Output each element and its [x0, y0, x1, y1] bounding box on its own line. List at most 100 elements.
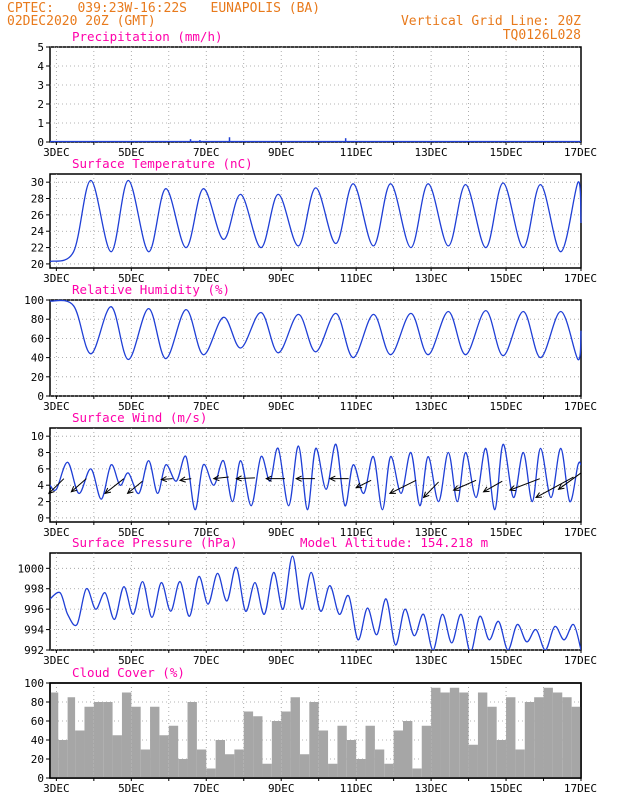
- y-tick-label: 994: [24, 624, 44, 637]
- x-tick-label: 5DEC: [118, 654, 145, 667]
- wind-arrow: [48, 478, 65, 494]
- y-tick-label: 40: [31, 352, 44, 365]
- x-tick-label: 7DEC: [193, 782, 220, 795]
- x-tick-label: 13DEC: [415, 782, 448, 795]
- y-tick-label: 60: [31, 715, 44, 728]
- cloud-bar: [562, 697, 572, 778]
- cloud-bar: [58, 740, 68, 778]
- y-tick-label: 20: [31, 371, 44, 384]
- wind-arrow: [558, 472, 582, 490]
- wind-arrow-head: [265, 475, 272, 482]
- cloud-bar: [309, 702, 319, 778]
- x-tick-label: 17DEC: [564, 654, 597, 667]
- y-tick-label: 2: [37, 496, 44, 509]
- cloud-bar: [299, 754, 310, 778]
- x-tick-label: 15DEC: [489, 526, 522, 539]
- cloud-bar: [215, 740, 226, 778]
- header-model-id: TQ0126L028: [502, 28, 581, 43]
- x-tick-label: 11DEC: [340, 400, 373, 413]
- panel-title: Cloud Cover (%): [72, 665, 185, 680]
- cloud-bar: [365, 725, 375, 778]
- x-tick-label: 11DEC: [340, 526, 373, 539]
- cloud-bar: [534, 697, 544, 778]
- x-tick-label: 7DEC: [193, 654, 220, 667]
- wind-arrow-head: [178, 476, 186, 483]
- cloud-bar: [337, 725, 347, 778]
- cloud-bar: [196, 749, 207, 778]
- wind-arrow: [355, 479, 372, 489]
- y-tick-label: 20: [31, 753, 44, 766]
- cloud-bar: [328, 763, 338, 778]
- x-tick-label: 15DEC: [489, 146, 522, 159]
- wind-arrow-head: [48, 487, 55, 495]
- x-tick-label: 13DEC: [415, 526, 448, 539]
- x-tick-label: 11DEC: [340, 654, 373, 667]
- wind-arrow: [161, 478, 173, 480]
- y-tick-label: 60: [31, 332, 44, 345]
- cloud-bar: [243, 711, 254, 778]
- cloud-bar: [159, 735, 169, 778]
- y-tick-label: 992: [24, 644, 44, 657]
- x-tick-label: 5DEC: [118, 272, 145, 285]
- wind-arrow: [236, 477, 256, 480]
- panel-title: Surface Temperature (nC): [72, 156, 253, 171]
- cloud-bar: [234, 749, 244, 778]
- cloud-bar: [150, 706, 160, 778]
- x-tick-label: 3DEC: [43, 400, 70, 413]
- cloud-bar: [50, 692, 59, 778]
- x-tick-label: 5DEC: [118, 526, 145, 539]
- cloud-bar: [103, 702, 113, 778]
- y-tick-label: 80: [31, 696, 44, 709]
- y-tick-label: 0: [37, 772, 44, 785]
- x-tick-label: 17DEC: [564, 400, 597, 413]
- y-tick-label: 5: [37, 41, 44, 54]
- wind-arrow: [71, 478, 87, 493]
- cloud-bar: [477, 692, 488, 778]
- x-tick-label: 7DEC: [193, 272, 220, 285]
- header-station: CPTEC: 039:23W-16:22S EUNAPOLIS (BA): [7, 1, 321, 16]
- cloud-bar: [318, 730, 329, 778]
- cloud-bar: [506, 697, 516, 778]
- cloud-bar: [262, 763, 272, 778]
- y-tick-label: 20: [31, 258, 44, 271]
- wind-arrow-head: [557, 483, 565, 490]
- cloud-bar: [131, 706, 141, 778]
- x-tick-label: 13DEC: [415, 146, 448, 159]
- y-tick-label: 30: [31, 176, 44, 189]
- x-tick-label: 5DEC: [118, 146, 145, 159]
- header-grid-note: Vertical Grid Line: 20Z: [400, 14, 581, 29]
- temperature-line: [49, 179, 582, 263]
- y-tick-label: 100: [24, 294, 44, 307]
- y-tick-label: 4: [37, 60, 44, 73]
- wind-arrow: [127, 480, 143, 494]
- x-tick-label: 9DEC: [268, 146, 295, 159]
- wind-arrow: [423, 481, 439, 498]
- wind-arrow-head: [422, 491, 430, 499]
- wind-arrow: [389, 479, 417, 494]
- x-tick-label: 9DEC: [268, 782, 295, 795]
- cloud-bar: [496, 740, 507, 778]
- x-tick-label: 17DEC: [564, 782, 597, 795]
- cloud-bar: [515, 749, 525, 778]
- humidity-line: [49, 299, 582, 361]
- panel-title: Relative Humidity (%): [72, 282, 230, 297]
- cloud-bar: [112, 735, 122, 778]
- cloud-bar: [187, 702, 197, 778]
- wind-arrow-head: [388, 488, 396, 494]
- wind-arrow: [104, 478, 125, 494]
- cloud-bar: [225, 754, 235, 778]
- cloud-bar: [571, 706, 581, 778]
- x-tick-label: 13DEC: [415, 272, 448, 285]
- wind-arrow-head: [212, 475, 220, 482]
- wind-arrow-head: [70, 486, 78, 493]
- cloud-bar: [421, 725, 432, 778]
- wind-arrow: [535, 476, 574, 498]
- wind-arrow-head: [508, 485, 516, 492]
- panel-annotation: Model Altitude: 154.218 m: [300, 535, 488, 550]
- x-tick-label: 7DEC: [193, 526, 220, 539]
- cloud-bar: [67, 697, 76, 778]
- y-tick-label: 2: [37, 98, 44, 111]
- cloud-bar: [253, 716, 263, 778]
- cloud-bar: [168, 725, 179, 778]
